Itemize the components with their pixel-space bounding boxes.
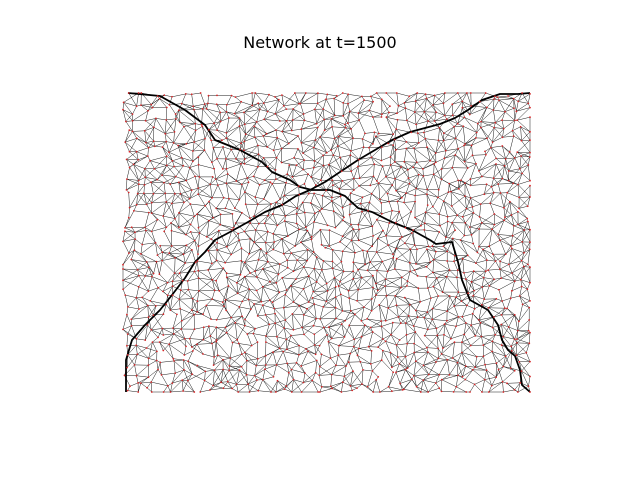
- network-edges: [122, 92, 531, 393]
- figure-title: Network at t=1500: [243, 33, 397, 52]
- edge-mesh: [122, 92, 531, 393]
- node-markers: [122, 92, 531, 393]
- network-nodes: [122, 92, 531, 393]
- highlighted-path-2: [125, 92, 531, 392]
